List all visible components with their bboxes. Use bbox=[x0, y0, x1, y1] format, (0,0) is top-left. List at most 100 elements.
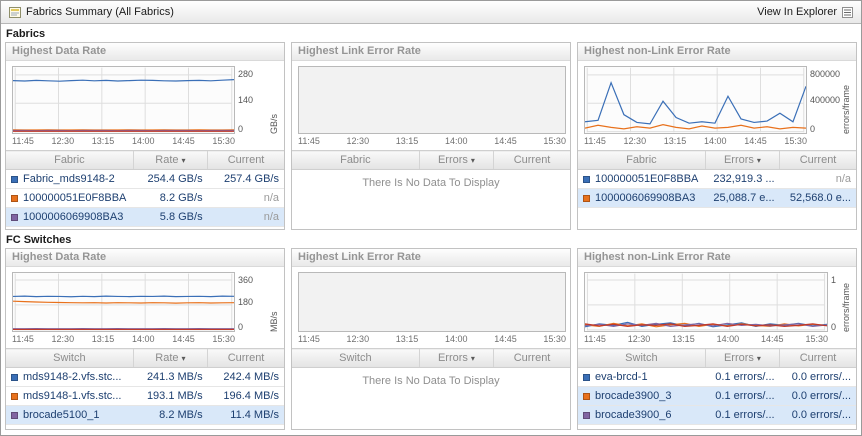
fabric-name: 100000051E0F8BBA bbox=[23, 192, 127, 204]
panel-title: Highest non-Link Error Rate bbox=[578, 249, 856, 267]
current-value: 0.0 errors/... bbox=[779, 386, 856, 406]
panel-switches-non-link-error: Highest non-Link Error Rate 11:45 12:30 13… bbox=[577, 248, 857, 430]
table-row[interactable]: 1000006069908BA3 5.8 GB/s n/a bbox=[6, 207, 284, 227]
rate-value: 8.2 MB/s bbox=[133, 405, 208, 425]
column-header-errors[interactable]: Errors ▾ bbox=[704, 348, 780, 368]
table-row[interactable]: mds9148-1.vfs.stc... 193.1 MB/s 196.4 MB… bbox=[6, 386, 284, 406]
column-header-errors[interactable]: Errors ▾ bbox=[704, 150, 780, 170]
y-axis-unit: errors/frame bbox=[841, 282, 851, 332]
section-label-fc-switches: FC Switches bbox=[6, 234, 72, 246]
series-color-swatch bbox=[583, 412, 590, 419]
column-header-current[interactable]: Current bbox=[207, 150, 284, 170]
rate-value: 241.3 MB/s bbox=[133, 367, 208, 387]
column-header-current[interactable]: Current bbox=[779, 348, 856, 368]
table-row[interactable]: brocade5100_1 8.2 MB/s 11.4 MB/s bbox=[6, 405, 284, 425]
y-axis-ticks: 280 140 0 bbox=[238, 69, 254, 134]
table-header-row: Fabric Errors ▾ Current bbox=[578, 150, 856, 170]
current-value: n/a bbox=[779, 169, 856, 189]
top-consumers-table: Switch Errors ▾ Current eva-brcd-1 0.1 er… bbox=[578, 348, 856, 425]
table-header-row: Switch Rate ▾ Current bbox=[6, 348, 284, 368]
x-axis-labels: 11:45 12:30 13:15 14:00 14:45 15:30 bbox=[12, 334, 235, 344]
rate-value: 8.2 GB/s bbox=[133, 188, 208, 208]
column-header-switch[interactable]: Switch bbox=[578, 348, 706, 368]
x-axis-labels: 11:45 12:30 13:15 14:00 14:45 15:30 bbox=[584, 334, 828, 344]
panel-fabrics-link-error: Highest Link Error Rate 11:45 12:30 13:15 1… bbox=[291, 42, 571, 230]
no-data-message: There Is No Data To Display bbox=[362, 177, 500, 189]
view-in-explorer-label: View In Explorer bbox=[757, 6, 837, 18]
current-value: n/a bbox=[207, 188, 284, 208]
series-color-swatch bbox=[11, 195, 18, 202]
data-rate-line-chart bbox=[12, 272, 235, 332]
y-axis-ticks: 360 180 0 bbox=[238, 275, 254, 332]
errors-value: 25,088.7 e... bbox=[705, 188, 780, 208]
panel-fabrics-non-link-error: Highest non-Link Error Rate 11:45 12:30 13… bbox=[577, 42, 857, 230]
summary-icon bbox=[9, 6, 21, 18]
explorer-menu-icon bbox=[842, 6, 853, 18]
rate-value: 254.4 GB/s bbox=[133, 169, 208, 189]
current-value: 196.4 MB/s bbox=[207, 386, 284, 406]
series-color-swatch bbox=[583, 176, 590, 183]
column-header-rate[interactable]: Rate ▾ bbox=[132, 150, 208, 170]
panel-title: Highest Data Rate bbox=[6, 43, 284, 61]
table-row[interactable]: brocade3900_3 0.1 errors/... 0.0 errors/… bbox=[578, 386, 856, 406]
sort-arrow-icon: ▾ bbox=[470, 156, 475, 165]
switch-name: brocade3900_3 bbox=[595, 390, 672, 402]
x-axis-labels: 11:45 12:30 13:15 14:00 14:45 15:30 bbox=[12, 136, 235, 146]
table-row[interactable]: brocade3900_6 0.1 errors/... 0.0 errors/… bbox=[578, 405, 856, 425]
table-row[interactable]: 100000051E0F8BBA 232,919.3 ... n/a bbox=[578, 169, 856, 189]
column-header-fabric[interactable]: Fabric bbox=[6, 150, 134, 170]
current-value: 0.0 errors/... bbox=[779, 367, 856, 387]
current-value: n/a bbox=[207, 207, 284, 227]
link-error-line-chart bbox=[298, 66, 566, 134]
table-row[interactable]: Fabric_mds9148-2 254.4 GB/s 257.4 GB/s bbox=[6, 169, 284, 189]
panel-fabrics-data-rate: Highest Data Rate 11:45 12:30 13:15 14:00 14… bbox=[5, 42, 285, 230]
column-header-errors[interactable]: Errors ▾ bbox=[418, 348, 494, 368]
table-row[interactable]: 100000051E0F8BBA 8.2 GB/s n/a bbox=[6, 188, 284, 208]
series-color-swatch bbox=[11, 393, 18, 400]
x-axis-labels: 11:45 12:30 13:15 14:00 14:45 15:30 bbox=[298, 136, 566, 146]
column-header-current[interactable]: Current bbox=[493, 150, 570, 170]
column-header-errors[interactable]: Errors ▾ bbox=[418, 150, 494, 170]
rate-value: 5.8 GB/s bbox=[133, 207, 208, 227]
top-consumers-table: Fabric Rate ▾ Current Fabric_mds9148-2 25… bbox=[6, 150, 284, 227]
y-axis-unit: GB/s bbox=[269, 113, 279, 134]
table-row[interactable]: 1000006069908BA3 25,088.7 e... 52,568.0 … bbox=[578, 188, 856, 208]
column-header-switch[interactable]: Switch bbox=[6, 348, 134, 368]
current-value: 0.0 errors/... bbox=[779, 405, 856, 425]
link-error-line-chart bbox=[298, 272, 566, 332]
fc-switches-panel-row: Highest Data Rate 11:45 12:30 13:15 14:00 14… bbox=[1, 248, 861, 430]
panel-title: Highest Link Error Rate bbox=[292, 43, 570, 61]
top-consumers-table: Switch Rate ▾ Current mds9148-2.vfs.stc..… bbox=[6, 348, 284, 425]
table-row[interactable]: mds9148-2.vfs.stc... 241.3 MB/s 242.4 MB… bbox=[6, 367, 284, 387]
data-rate-line-chart bbox=[12, 66, 235, 134]
non-link-error-line-chart bbox=[584, 66, 807, 134]
view-in-explorer-button[interactable]: View In Explorer bbox=[757, 6, 853, 18]
current-value: 257.4 GB/s bbox=[207, 169, 284, 189]
series-color-swatch bbox=[11, 374, 18, 381]
fabric-name: 1000006069908BA3 bbox=[595, 192, 696, 204]
panel-title: Highest Data Rate bbox=[6, 249, 284, 267]
series-color-swatch bbox=[583, 393, 590, 400]
column-header-rate[interactable]: Rate ▾ bbox=[132, 348, 208, 368]
x-axis-labels: 11:45 12:30 13:15 14:00 14:45 15:30 bbox=[584, 136, 807, 146]
fabric-name: Fabric_mds9148-2 bbox=[23, 173, 115, 185]
errors-value: 0.1 errors/... bbox=[705, 405, 780, 425]
top-consumers-table: Switch Errors ▾ Current bbox=[292, 348, 570, 368]
x-axis-labels: 11:45 12:30 13:15 14:00 14:45 15:30 bbox=[298, 334, 566, 344]
errors-value: 232,919.3 ... bbox=[705, 169, 780, 189]
column-header-current[interactable]: Current bbox=[779, 150, 856, 170]
top-consumers-table: Fabric Errors ▾ Current bbox=[292, 150, 570, 170]
column-header-current[interactable]: Current bbox=[493, 348, 570, 368]
table-row[interactable]: eva-brcd-1 0.1 errors/... 0.0 errors/... bbox=[578, 367, 856, 387]
sort-arrow-icon: ▾ bbox=[181, 354, 186, 363]
table-header-row: Switch Errors ▾ Current bbox=[292, 348, 570, 368]
column-header-current[interactable]: Current bbox=[207, 348, 284, 368]
y-axis-ticks: 800000 400000 0 bbox=[810, 69, 841, 134]
column-header-switch[interactable]: Switch bbox=[292, 348, 420, 368]
sort-arrow-icon: ▾ bbox=[756, 354, 761, 363]
column-header-fabric[interactable]: Fabric bbox=[578, 150, 706, 170]
column-header-fabric[interactable]: Fabric bbox=[292, 150, 420, 170]
panel-title: Highest non-Link Error Rate bbox=[578, 43, 856, 61]
series-color-swatch bbox=[11, 412, 18, 419]
